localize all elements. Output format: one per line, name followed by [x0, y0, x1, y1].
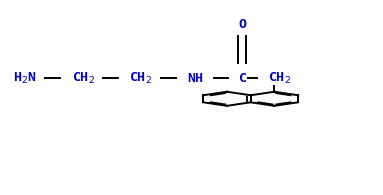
Text: O: O [238, 18, 246, 31]
Text: CH$_2$: CH$_2$ [268, 71, 291, 86]
Text: CH$_2$: CH$_2$ [72, 71, 95, 86]
Text: H$_2$N: H$_2$N [13, 71, 36, 86]
Text: CH$_2$: CH$_2$ [129, 71, 152, 86]
Text: C: C [239, 72, 247, 85]
Text: NH: NH [188, 72, 204, 85]
